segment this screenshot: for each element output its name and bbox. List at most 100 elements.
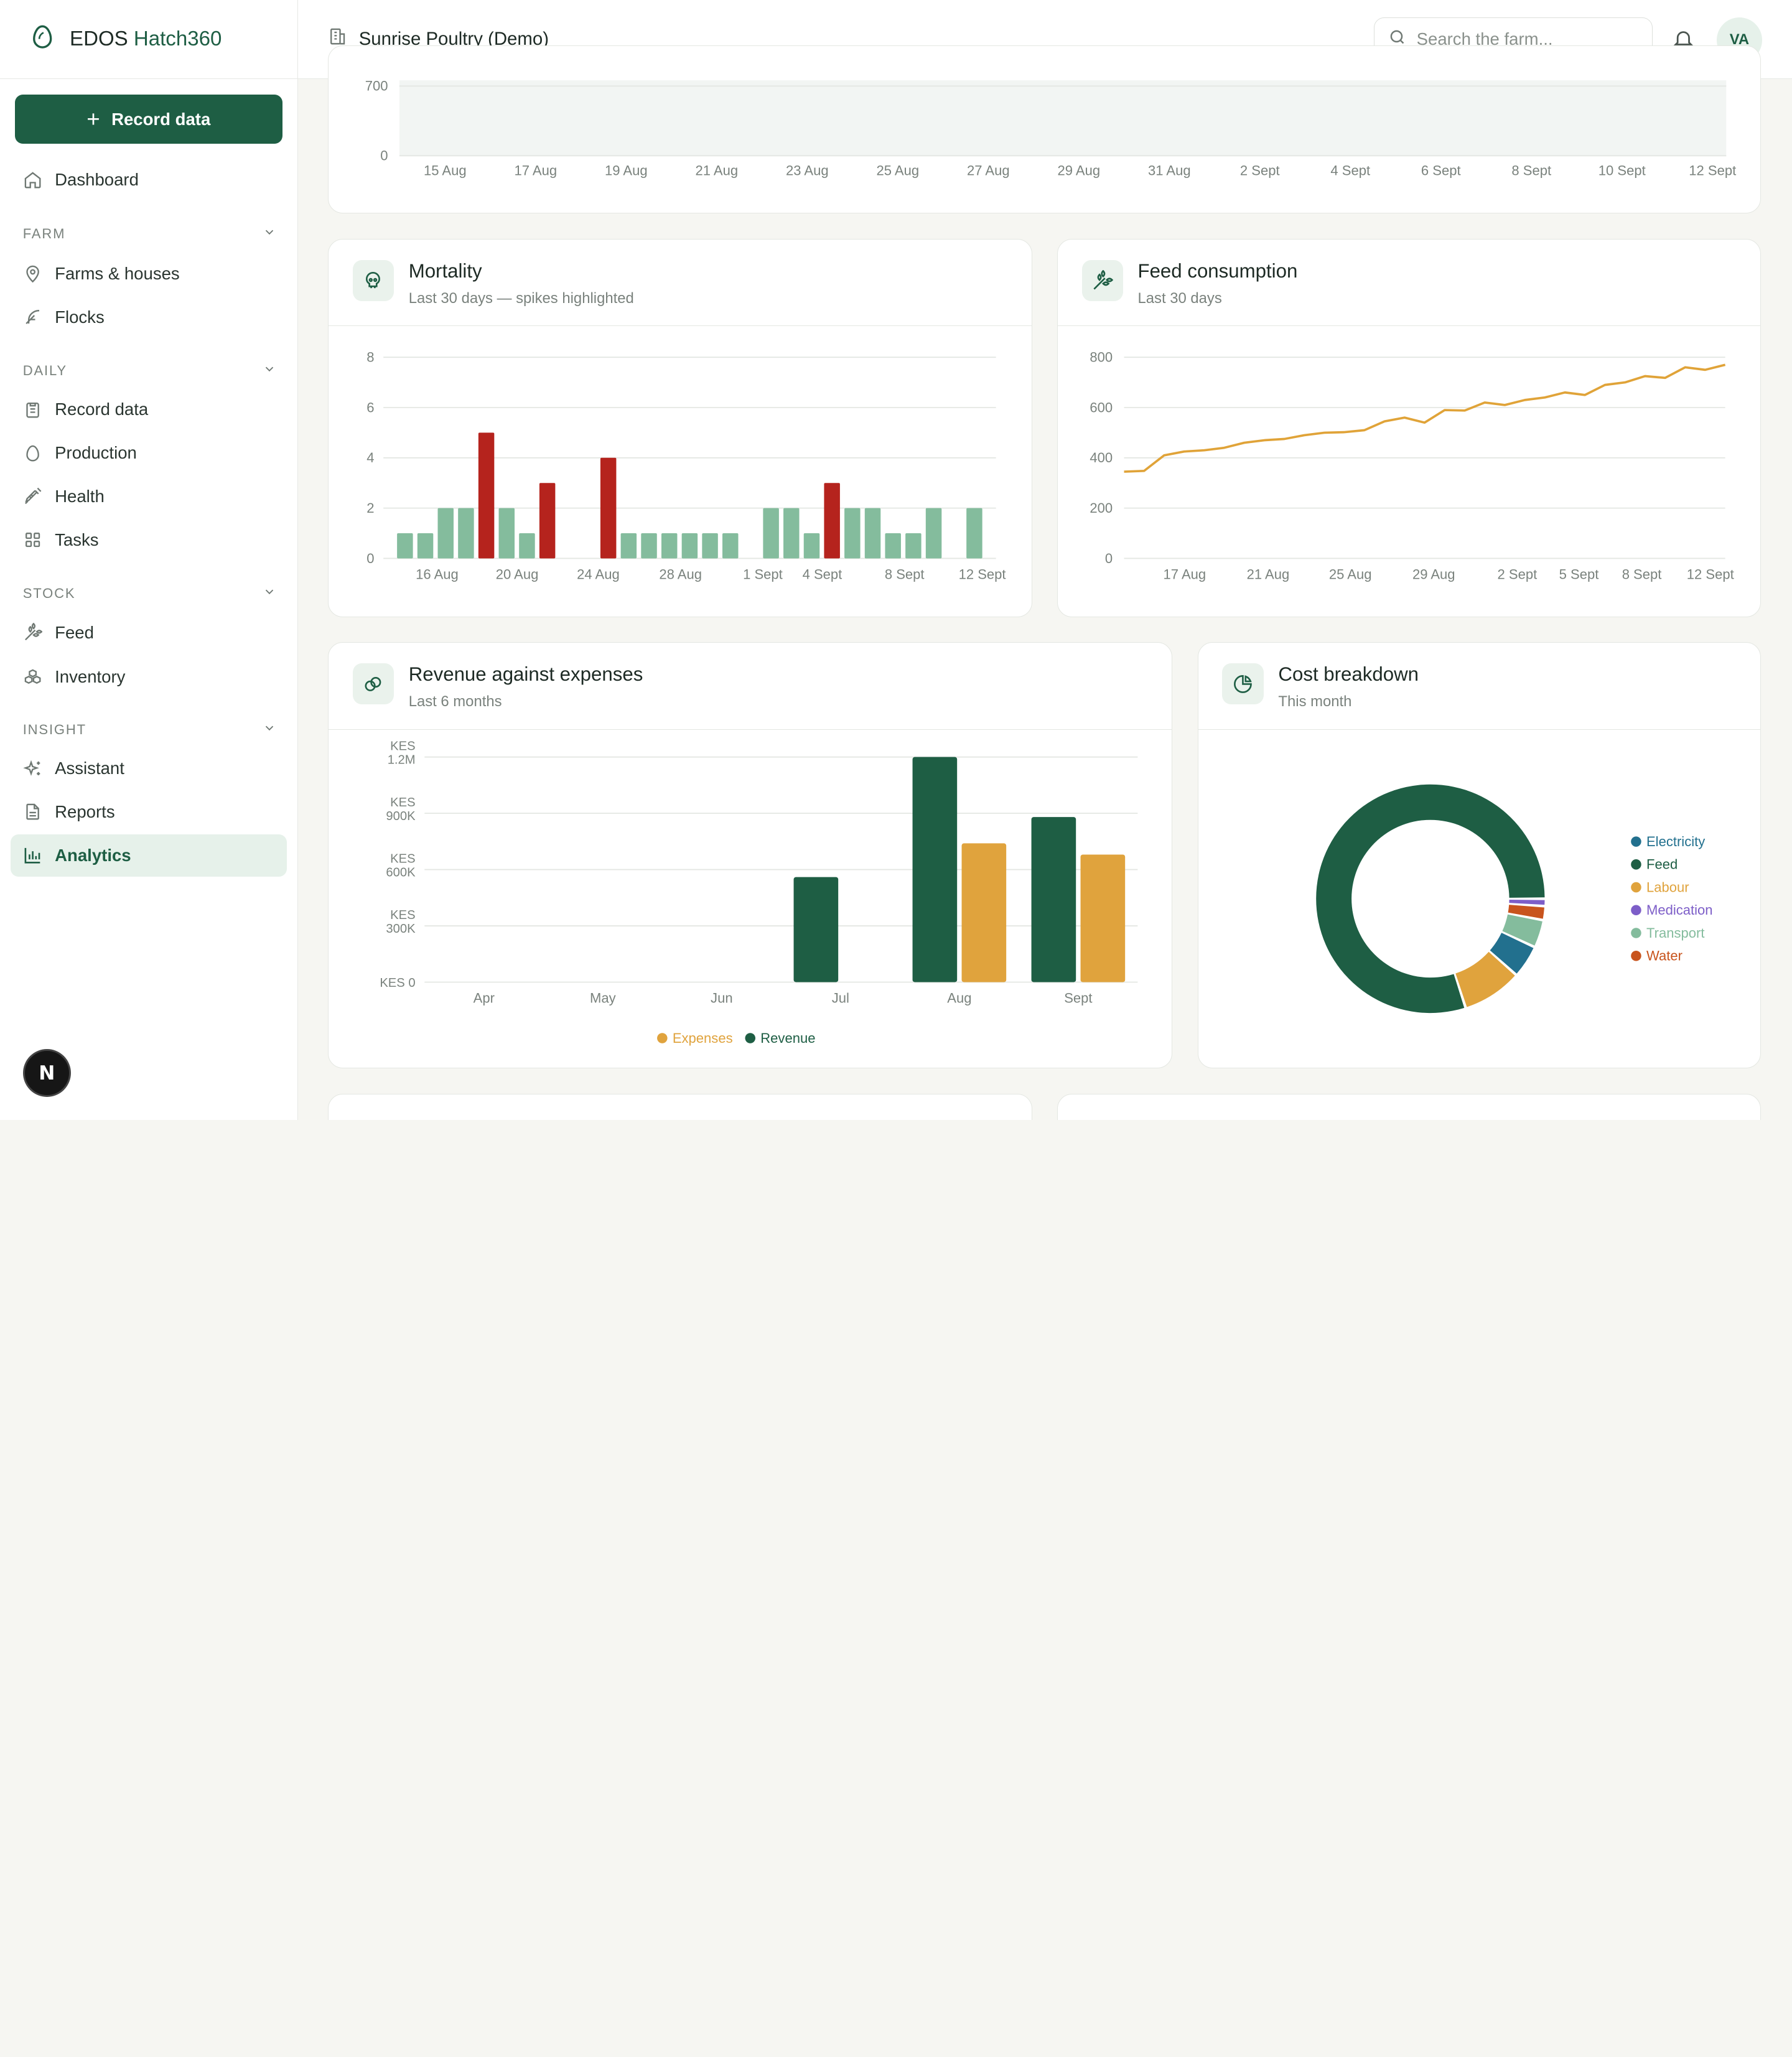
sidebar-item-label: Production <box>55 443 137 463</box>
bar <box>966 508 982 559</box>
y-tick-label: 0 <box>366 551 374 566</box>
x-tick-label: 25 Aug <box>877 163 920 179</box>
section-label: INSIGHT <box>22 721 86 737</box>
card-title: Cost breakdown <box>1278 663 1419 686</box>
slice-labour <box>1455 951 1515 1007</box>
x-tick-label: 12 Sept <box>1689 163 1736 179</box>
x-tick-label: 4 Sept <box>803 566 842 582</box>
legend-label: Transport <box>1646 925 1704 941</box>
x-tick-label: 15 Aug <box>424 163 467 179</box>
sidebar-item-assistant[interactable]: Assistant <box>11 747 287 790</box>
bar <box>681 533 698 559</box>
map-pin-icon <box>23 264 42 283</box>
sidebar-item-record-data[interactable]: Record data <box>11 388 287 431</box>
chevron-down-icon <box>263 721 276 739</box>
x-tick-label: 20 Aug <box>496 566 539 582</box>
x-tick-label: 23 Aug <box>786 163 829 179</box>
y-tick-label: 4 <box>366 450 374 465</box>
card-subtitle: Last 6 months <box>408 693 502 711</box>
brand-name-prefix: EDOS <box>70 27 134 50</box>
sidebar-item-label: Reports <box>55 801 115 821</box>
y-tick-label: KES <box>390 852 415 866</box>
y-tick-label: 800 <box>1090 349 1113 365</box>
x-tick-label: 12 Sept <box>959 566 1006 582</box>
spike-bar <box>600 457 617 559</box>
bar <box>803 533 820 559</box>
wheat-icon <box>23 622 42 642</box>
sidebar-item-flocks[interactable]: Flocks <box>11 296 287 338</box>
feed-line <box>1124 363 1726 473</box>
slice-feed <box>1316 784 1545 1014</box>
lower-right-card <box>1057 1093 1762 1120</box>
section-insight-toggle[interactable]: INSIGHT <box>23 721 277 739</box>
sidebar-item-analytics[interactable]: Analytics <box>10 834 287 877</box>
dev-tools-button[interactable]: N <box>22 1049 71 1098</box>
sidebar-item-reports[interactable]: Reports <box>11 791 287 833</box>
bar <box>864 508 881 559</box>
sidebar-item-feed[interactable]: Feed <box>11 612 287 654</box>
card-subtitle: Last 30 days <box>1137 289 1222 307</box>
card-subtitle: Last 30 days — spikes highlighted <box>408 289 634 307</box>
legend-swatch-revenue <box>745 1033 756 1043</box>
bar <box>661 533 678 559</box>
x-tick-label: Aug <box>947 991 971 1006</box>
card-title: Mortality <box>408 259 482 282</box>
home-icon <box>23 170 42 190</box>
y-tick-label: 8 <box>366 349 374 365</box>
y-tick-label: KES <box>390 796 415 809</box>
search-icon <box>1388 28 1417 51</box>
section-label: STOCK <box>22 585 76 602</box>
legend-swatch <box>1631 951 1641 961</box>
sidebar-item-farms-houses[interactable]: Farms & houses <box>11 253 287 295</box>
clipboard-icon <box>23 400 42 419</box>
section-stock-toggle[interactable]: STOCK <box>23 585 277 602</box>
egg-icon <box>23 444 42 463</box>
dev-tools-label: N <box>39 1061 55 1084</box>
sidebar-item-inventory[interactable]: Inventory <box>11 656 287 698</box>
x-tick-label: May <box>590 991 616 1006</box>
sidebar-item-dashboard[interactable]: Dashboard <box>11 159 287 201</box>
sidebar-item-label: Analytics <box>55 845 131 865</box>
x-tick-label: 16 Aug <box>416 566 459 582</box>
y-tick-label: KES <box>390 740 415 753</box>
card-header: Mortality Last 30 days — spikes highligh… <box>329 240 1032 327</box>
x-tick-label: 21 Aug <box>1247 566 1290 582</box>
record-data-button[interactable]: + Record data <box>14 95 282 144</box>
section-label: FARM <box>22 225 66 241</box>
sidebar-item-production[interactable]: Production <box>11 432 287 474</box>
card-title: Feed consumption <box>1137 259 1298 282</box>
spike-bar <box>539 483 556 559</box>
x-tick-label: 8 Sept <box>1512 163 1552 179</box>
x-tick-label: 19 Aug <box>605 163 648 179</box>
bar <box>417 533 434 559</box>
section-farm-toggle[interactable]: FARM <box>23 225 277 243</box>
x-tick-label: 27 Aug <box>967 163 1010 179</box>
brand-name: EDOS Hatch360 <box>70 27 222 51</box>
sidebar-item-tasks[interactable]: Tasks <box>11 519 287 561</box>
bar <box>763 508 779 559</box>
section-daily-toggle[interactable]: DAILY <box>23 362 277 380</box>
sidebar-item-label: Record data <box>55 399 149 419</box>
legend-label-expenses: Expenses <box>673 1030 733 1046</box>
coins-icon <box>352 663 394 705</box>
y-tick-label: 400 <box>1090 450 1113 465</box>
sidebar-item-health[interactable]: Health <box>11 475 287 518</box>
x-tick-label: Sept <box>1064 991 1092 1006</box>
x-tick-label: 29 Aug <box>1058 163 1101 179</box>
farm-name: Sunrise Poultry (Demo) <box>358 28 549 49</box>
sidebar-item-label: Feed <box>55 622 94 642</box>
sidebar-item-label: Farms & houses <box>55 263 180 283</box>
revenue-bar <box>1031 817 1076 982</box>
legend-swatch <box>1631 882 1641 893</box>
farm-selector[interactable]: Sunrise Poultry (Demo) <box>328 27 549 51</box>
building-icon <box>328 27 359 51</box>
brand[interactable]: EDOS Hatch360 <box>0 0 298 79</box>
x-tick-label: 31 Aug <box>1148 163 1191 179</box>
x-tick-label: 17 Aug <box>515 163 558 179</box>
pie-chart-icon <box>1222 663 1264 705</box>
y-tick-label: 1.2M <box>388 753 416 767</box>
avatar-initials: VA <box>1729 31 1750 49</box>
legend-swatch <box>1631 905 1641 916</box>
y-tick-label: 6 <box>366 399 374 415</box>
